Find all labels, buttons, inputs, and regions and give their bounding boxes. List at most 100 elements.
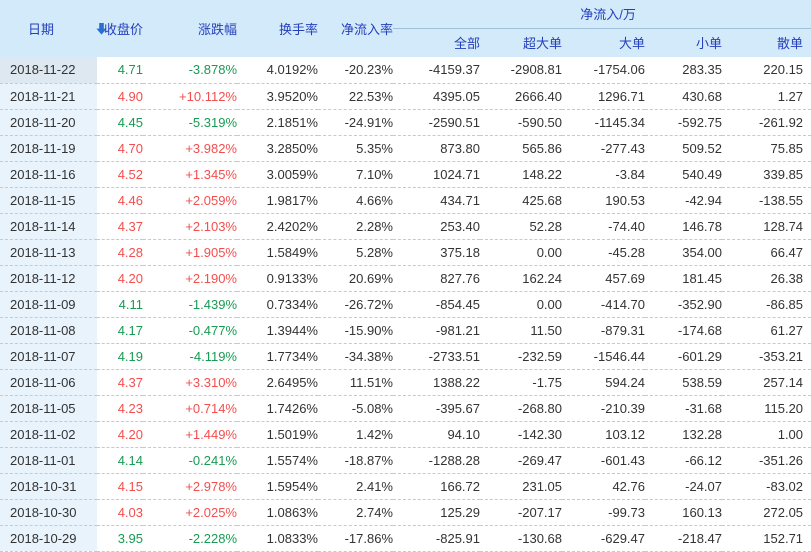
column-header-large[interactable]: 大单 xyxy=(562,28,645,57)
cell-change: -1.439% xyxy=(143,291,237,318)
group-header-net-inflow: 净流入/万 xyxy=(393,0,811,29)
cell-xlarge: -269.47 xyxy=(480,447,562,474)
cell-large: 1296.71 xyxy=(562,83,645,110)
column-header-retail[interactable]: 散单 xyxy=(722,28,811,57)
table-row: 2018-11-05 4.23 +0.714% 1.7426% -5.08% -395.6… xyxy=(0,395,811,422)
cell-net_rate: 7.10% xyxy=(318,161,393,188)
cell-date: 2018-11-06 xyxy=(0,369,97,396)
cell-large: -1546.44 xyxy=(562,343,645,370)
cell-change: +2.978% xyxy=(143,473,237,500)
cell-net_rate: 22.53% xyxy=(318,83,393,110)
sort-descending-icon[interactable] xyxy=(96,22,107,35)
table-row: 2018-11-12 4.20 +2.190% 0.9133% 20.69% 827.76… xyxy=(0,265,811,292)
cell-change: +1.345% xyxy=(143,161,237,188)
cell-change: +3.982% xyxy=(143,135,237,162)
cell-all: 166.72 xyxy=(393,473,480,500)
table-row: 2018-11-20 4.45 -5.319% 2.1851% -24.91% -2590… xyxy=(0,109,811,136)
cell-retail: 257.14 xyxy=(722,369,811,396)
cell-retail: 220.15 xyxy=(722,57,811,84)
cell-date: 2018-10-29 xyxy=(0,525,97,552)
cell-change: -4.119% xyxy=(143,343,237,370)
cell-all: 253.40 xyxy=(393,213,480,240)
cell-small: -592.75 xyxy=(645,109,722,136)
cell-close: 4.23 xyxy=(97,395,143,422)
cell-date: 2018-10-30 xyxy=(0,499,97,526)
column-header-date[interactable]: 日期 xyxy=(0,0,107,57)
cell-close: 3.95 xyxy=(97,525,143,552)
cell-small: -66.12 xyxy=(645,447,722,474)
cell-date: 2018-11-05 xyxy=(0,395,97,422)
cell-large: -74.40 xyxy=(562,213,645,240)
cell-large: -414.70 xyxy=(562,291,645,318)
column-header-date-label: 日期 xyxy=(28,22,55,37)
cell-change: +1.905% xyxy=(143,239,237,266)
table-row: 2018-11-15 4.46 +2.059% 1.9817% 4.66% 434.71 4… xyxy=(0,187,811,214)
cell-turnover: 2.6495% xyxy=(237,369,318,396)
cell-small: 538.59 xyxy=(645,369,722,396)
column-header-xlarge[interactable]: 超大单 xyxy=(480,28,562,57)
column-header-change[interactable]: 涨跌幅 xyxy=(143,0,237,57)
cell-all: -854.45 xyxy=(393,291,480,318)
cell-net_rate: -17.86% xyxy=(318,525,393,552)
table-body: 2018-11-22 4.71 -3.878% 4.0192% -20.23% -4159… xyxy=(0,57,811,552)
cell-retail: 66.47 xyxy=(722,239,811,266)
table-row: 2018-11-21 4.90 +10.112% 3.9520% 22.53% 4395.… xyxy=(0,83,811,110)
cell-xlarge: 0.00 xyxy=(480,291,562,318)
table-row: 2018-10-30 4.03 +2.025% 1.0863% 2.74% 125.29-… xyxy=(0,499,811,526)
cell-date: 2018-11-08 xyxy=(0,317,97,344)
cell-close: 4.11 xyxy=(97,291,143,318)
cell-change: +2.025% xyxy=(143,499,237,526)
cell-close: 4.17 xyxy=(97,317,143,344)
cell-date: 2018-11-16 xyxy=(0,161,97,188)
cell-net_rate: -20.23% xyxy=(318,57,393,84)
table-row: 2018-11-09 4.11 -1.439% 0.7334% -26.72% -854.… xyxy=(0,291,811,318)
cell-date: 2018-11-22 xyxy=(0,57,97,84)
cell-all: -395.67 xyxy=(393,395,480,422)
cell-xlarge: -2908.81 xyxy=(480,57,562,84)
cell-date: 2018-11-15 xyxy=(0,187,97,214)
cell-small: -42.94 xyxy=(645,187,722,214)
cell-close: 4.70 xyxy=(97,135,143,162)
cell-small: 354.00 xyxy=(645,239,722,266)
cell-change: +10.112% xyxy=(143,83,237,110)
column-header-small[interactable]: 小单 xyxy=(645,28,722,57)
cell-xlarge: 148.22 xyxy=(480,161,562,188)
cell-retail: 1.00 xyxy=(722,421,811,448)
cell-turnover: 1.7426% xyxy=(237,395,318,422)
column-header-all[interactable]: 全部 xyxy=(393,28,480,57)
cell-close: 4.28 xyxy=(97,239,143,266)
cell-all: -4159.37 xyxy=(393,57,480,84)
cell-net_rate: 2.74% xyxy=(318,499,393,526)
cell-net_rate: 4.66% xyxy=(318,187,393,214)
cell-turnover: 2.4202% xyxy=(237,213,318,240)
cell-xlarge: 425.68 xyxy=(480,187,562,214)
cell-change: +1.449% xyxy=(143,421,237,448)
cell-retail: -86.85 xyxy=(722,291,811,318)
cell-date: 2018-10-31 xyxy=(0,473,97,500)
cell-date: 2018-11-14 xyxy=(0,213,97,240)
cell-turnover: 3.0059% xyxy=(237,161,318,188)
cell-net_rate: -5.08% xyxy=(318,395,393,422)
cell-date: 2018-11-21 xyxy=(0,83,97,110)
cell-retail: 75.85 xyxy=(722,135,811,162)
column-header-close[interactable]: 收盘价 xyxy=(97,0,143,57)
cell-turnover: 1.0833% xyxy=(237,525,318,552)
cell-date: 2018-11-13 xyxy=(0,239,97,266)
column-header-turnover[interactable]: 换手率 xyxy=(237,0,318,57)
cell-close: 4.20 xyxy=(97,265,143,292)
cell-change: -5.319% xyxy=(143,109,237,136)
cell-small: -218.47 xyxy=(645,525,722,552)
cell-retail: 61.27 xyxy=(722,317,811,344)
cell-net_rate: -18.87% xyxy=(318,447,393,474)
cell-large: 42.76 xyxy=(562,473,645,500)
cell-turnover: 0.9133% xyxy=(237,265,318,292)
cell-small: 160.13 xyxy=(645,499,722,526)
column-header-net-rate[interactable]: 净流入率 xyxy=(318,0,393,57)
cell-retail: -83.02 xyxy=(722,473,811,500)
cell-large: 594.24 xyxy=(562,369,645,396)
cell-small: -24.07 xyxy=(645,473,722,500)
cell-turnover: 3.2850% xyxy=(237,135,318,162)
cell-all: 1024.71 xyxy=(393,161,480,188)
cell-date: 2018-11-19 xyxy=(0,135,97,162)
